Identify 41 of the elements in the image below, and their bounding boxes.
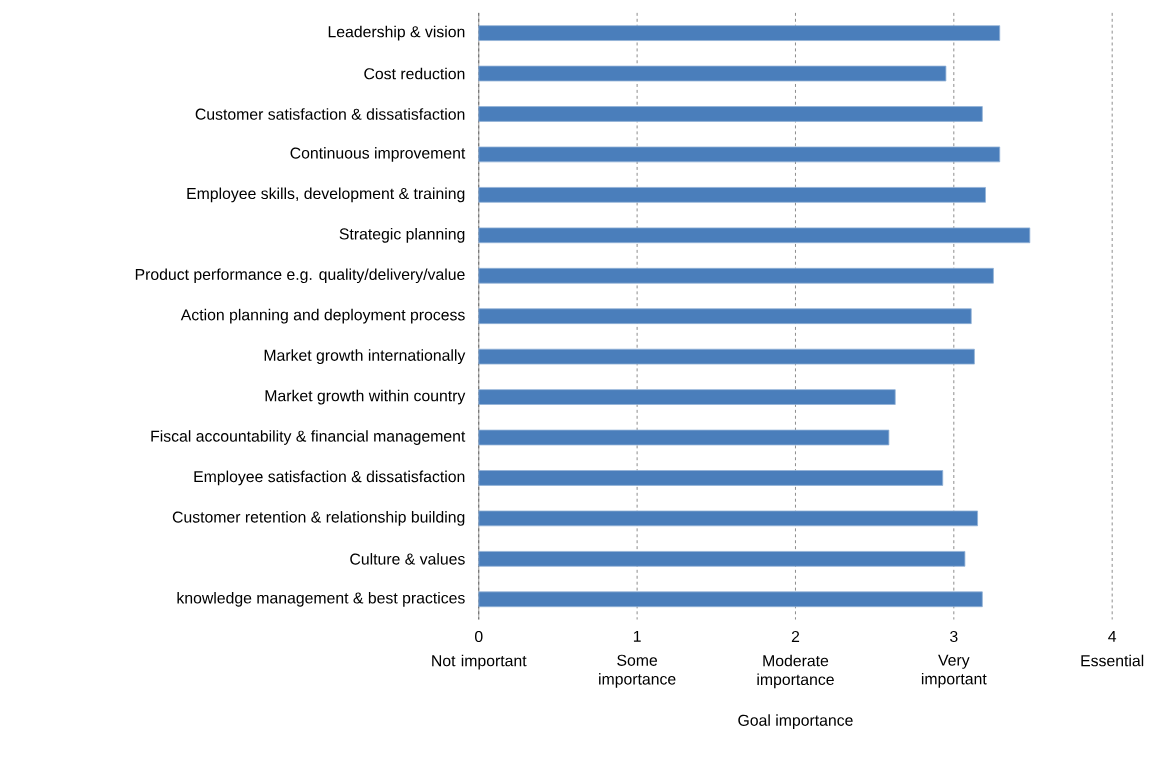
bar <box>478 106 983 122</box>
x-tick-label: 1 <box>633 630 641 642</box>
x-axis-title: Goal importance <box>738 714 853 729</box>
bar <box>478 146 1001 163</box>
y-tick-label: Leadership & vision <box>328 25 465 41</box>
text: Moderate importance <box>757 654 834 689</box>
y-tick-label: Market growth internationally <box>264 349 466 364</box>
x-tick-label: 4 <box>1108 630 1117 642</box>
bar <box>478 65 947 82</box>
x-tick-label: 2 <box>791 630 800 642</box>
bar <box>478 389 896 405</box>
y-tick-label: Product performance e.g. quality/delivery/value <box>135 268 465 284</box>
y-tick-label: Strategic planning <box>339 227 465 243</box>
bar <box>478 591 983 608</box>
y-tick-label: Customer satisfaction & dissatisfaction <box>195 108 465 120</box>
x-tick-label: 3 <box>950 630 958 642</box>
bar <box>478 227 1031 244</box>
bar <box>478 510 978 527</box>
y-tick-label: Employee skills, development & training <box>187 187 465 203</box>
y-tick-label: Customer retention & relationship building <box>172 510 465 526</box>
y-tick-label: knowledge management & best practices <box>177 591 465 607</box>
bar <box>478 348 975 365</box>
text: Not important <box>432 654 527 670</box>
bar <box>478 25 1001 41</box>
bar <box>478 267 994 284</box>
bar <box>478 186 986 203</box>
y-tick-label: Action planning and deployment process <box>180 308 465 324</box>
bar <box>478 470 944 486</box>
text: Some importance <box>599 654 676 688</box>
y-tick-label: Employee satisfaction & dissatisfaction <box>194 470 465 486</box>
x-tick-label: 0 <box>475 630 483 642</box>
bar <box>478 308 972 324</box>
y-tick-label: Fiscal accountability & financial management <box>151 430 466 445</box>
y-tick-label: Market growth within country <box>265 389 466 405</box>
bar <box>478 429 890 446</box>
text: Very important <box>921 654 987 688</box>
y-tick-label: Continuous improvement <box>290 146 466 162</box>
y-tick-label: Cost reduction <box>364 67 465 80</box>
bar <box>478 550 966 567</box>
text: Essential <box>1081 654 1144 667</box>
y-tick-label: Culture & values <box>350 552 465 565</box>
